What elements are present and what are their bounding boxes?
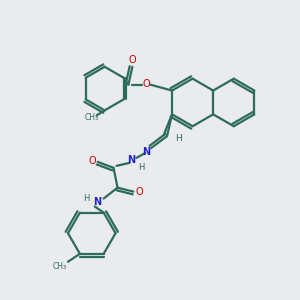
Text: N: N	[142, 147, 150, 157]
Text: N: N	[93, 196, 101, 206]
Text: O: O	[129, 55, 136, 65]
Text: H: H	[176, 134, 182, 142]
Text: O: O	[136, 187, 143, 196]
Text: CH₃: CH₃	[53, 262, 67, 271]
Text: H: H	[138, 163, 145, 172]
Text: N: N	[127, 155, 136, 165]
Text: H: H	[84, 194, 90, 203]
Text: O: O	[89, 156, 97, 166]
Text: O: O	[142, 79, 150, 88]
Text: CH₃: CH₃	[85, 113, 99, 122]
